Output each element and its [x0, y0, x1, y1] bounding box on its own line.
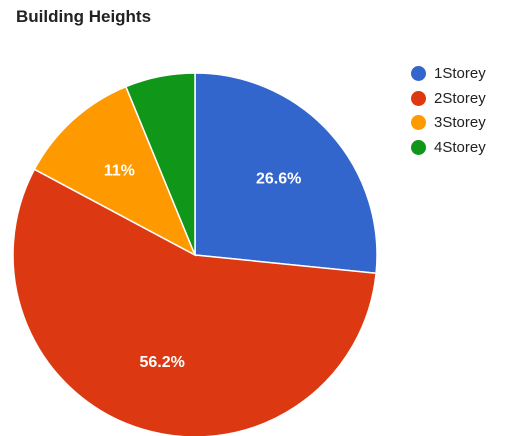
- chart-legend: 1Storey 2Storey 3Storey 4Storey: [411, 62, 486, 160]
- pie-slice-2storey[interactable]: [12, 168, 377, 436]
- pie-slice-1storey[interactable]: [194, 72, 378, 275]
- legend-item-4storey[interactable]: 4Storey: [411, 136, 486, 159]
- legend-label-4storey: 4Storey: [434, 138, 486, 156]
- pie-slice-4storey[interactable]: [124, 72, 196, 256]
- legend-swatch-4storey: [411, 139, 426, 155]
- slice-label-1storey: 26.6%: [256, 171, 301, 188]
- legend-item-1storey[interactable]: 1Storey: [411, 62, 486, 85]
- legend-swatch-1storey: [411, 66, 426, 81]
- slice-label-2storey: 56.2%: [139, 354, 184, 371]
- legend-label-3storey: 3Storey: [434, 114, 486, 131]
- legend-item-2storey[interactable]: 2Storey: [411, 87, 486, 110]
- legend-item-3storey[interactable]: 3Storey: [411, 111, 486, 134]
- pie-slice-3storey[interactable]: [33, 85, 197, 257]
- legend-swatch-2storey: [411, 90, 426, 106]
- legend-label-1storey: 1Storey: [434, 65, 486, 82]
- slice-label-3storey: 11%: [104, 163, 135, 180]
- chart-title: Building Heights: [16, 7, 152, 26]
- legend-label-2storey: 2Storey: [434, 89, 486, 107]
- legend-swatch-3storey: [411, 115, 426, 130]
